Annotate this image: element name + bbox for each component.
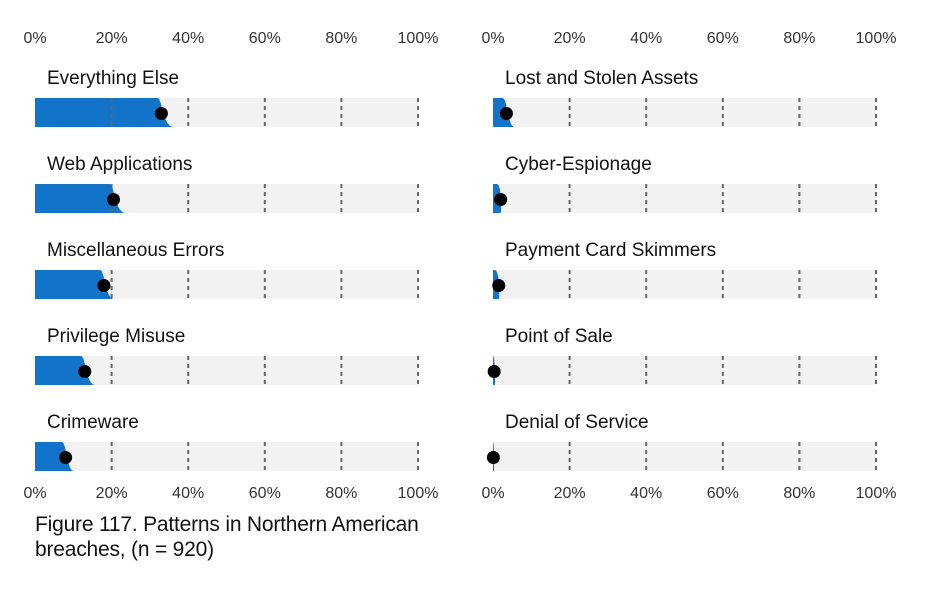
bar-1-2 (35, 184, 126, 213)
point-2-1 (499, 107, 513, 120)
track-2-2 (493, 184, 876, 213)
figure-caption: Figure 117. Patterns in Northern America… (35, 513, 419, 561)
top-tick-label-2-1: 20% (554, 30, 586, 47)
bottom-tick-label-2-2: 40% (630, 485, 662, 502)
category-label-2-2: Cyber-Espionage (505, 154, 652, 175)
point-1-3 (97, 279, 111, 292)
bottom-tick-label-1-1: 20% (96, 485, 128, 502)
bar-1-5 (35, 442, 74, 471)
bottom-tick-label-2-3: 60% (707, 485, 739, 502)
bottom-tick-label-1-0: 0% (23, 485, 46, 502)
category-label-1-4: Privilege Misuse (47, 326, 185, 347)
bottom-tick-label-2-0: 0% (481, 485, 504, 502)
bottom-tick-label-1-2: 40% (172, 485, 204, 502)
top-tick-label-1-5: 100% (398, 30, 439, 47)
bottom-tick-label-2-1: 20% (554, 485, 586, 502)
chart-area: 0% 0% 20% 20% 40% 40% 60% 60% 80% 80% 100% 100% Ever… (23, 30, 897, 502)
point-2-5 (486, 451, 500, 464)
point-2-2 (494, 193, 508, 206)
track-2-5 (493, 442, 876, 471)
top-tick-label-2-5: 100% (856, 30, 897, 47)
category-label-1-1: Everything Else (47, 68, 179, 89)
bar-1-3 (35, 270, 114, 299)
category-label-1-3: Miscellaneous Errors (47, 240, 224, 261)
bar-1-4 (35, 356, 95, 385)
bottom-tick-label-1-4: 80% (325, 485, 357, 502)
bottom-tick-label-2-5: 100% (856, 485, 897, 502)
bottom-tick-label-1-3: 60% (249, 485, 281, 502)
point-2-3 (492, 279, 506, 292)
top-tick-label-1-1: 20% (96, 30, 128, 47)
category-label-1-2: Web Applications (47, 154, 192, 175)
bottom-tick-label-2-4: 80% (783, 485, 815, 502)
track-1-5 (35, 442, 418, 471)
top-tick-label-1-3: 60% (249, 30, 281, 47)
track-2-4 (493, 356, 876, 385)
point-1-2 (107, 193, 121, 206)
top-tick-label-2-4: 80% (783, 30, 815, 47)
top-tick-label-1-4: 80% (325, 30, 357, 47)
top-tick-label-2-0: 0% (481, 30, 504, 47)
category-label-1-5: Crimeware (47, 412, 139, 433)
top-tick-label-1-2: 40% (172, 30, 204, 47)
top-tick-label-1-0: 0% (23, 30, 46, 47)
point-1-1 (154, 107, 168, 120)
top-tick-label-2-3: 60% (707, 30, 739, 47)
category-label-2-3: Payment Card Skimmers (505, 240, 716, 261)
point-1-4 (78, 365, 92, 378)
top-tick-label-2-2: 40% (630, 30, 662, 47)
track-2-3 (493, 270, 876, 299)
track-2-1 (493, 98, 876, 127)
category-label-2-1: Lost and Stolen Assets (505, 68, 698, 89)
point-1-5 (59, 451, 73, 464)
category-label-2-4: Point of Sale (505, 326, 613, 347)
point-2-4 (487, 365, 501, 378)
category-label-2-5: Denial of Service (505, 412, 649, 433)
track-1-4 (35, 356, 418, 385)
bar-1-1 (35, 98, 173, 127)
bottom-tick-label-1-5: 100% (398, 485, 439, 502)
